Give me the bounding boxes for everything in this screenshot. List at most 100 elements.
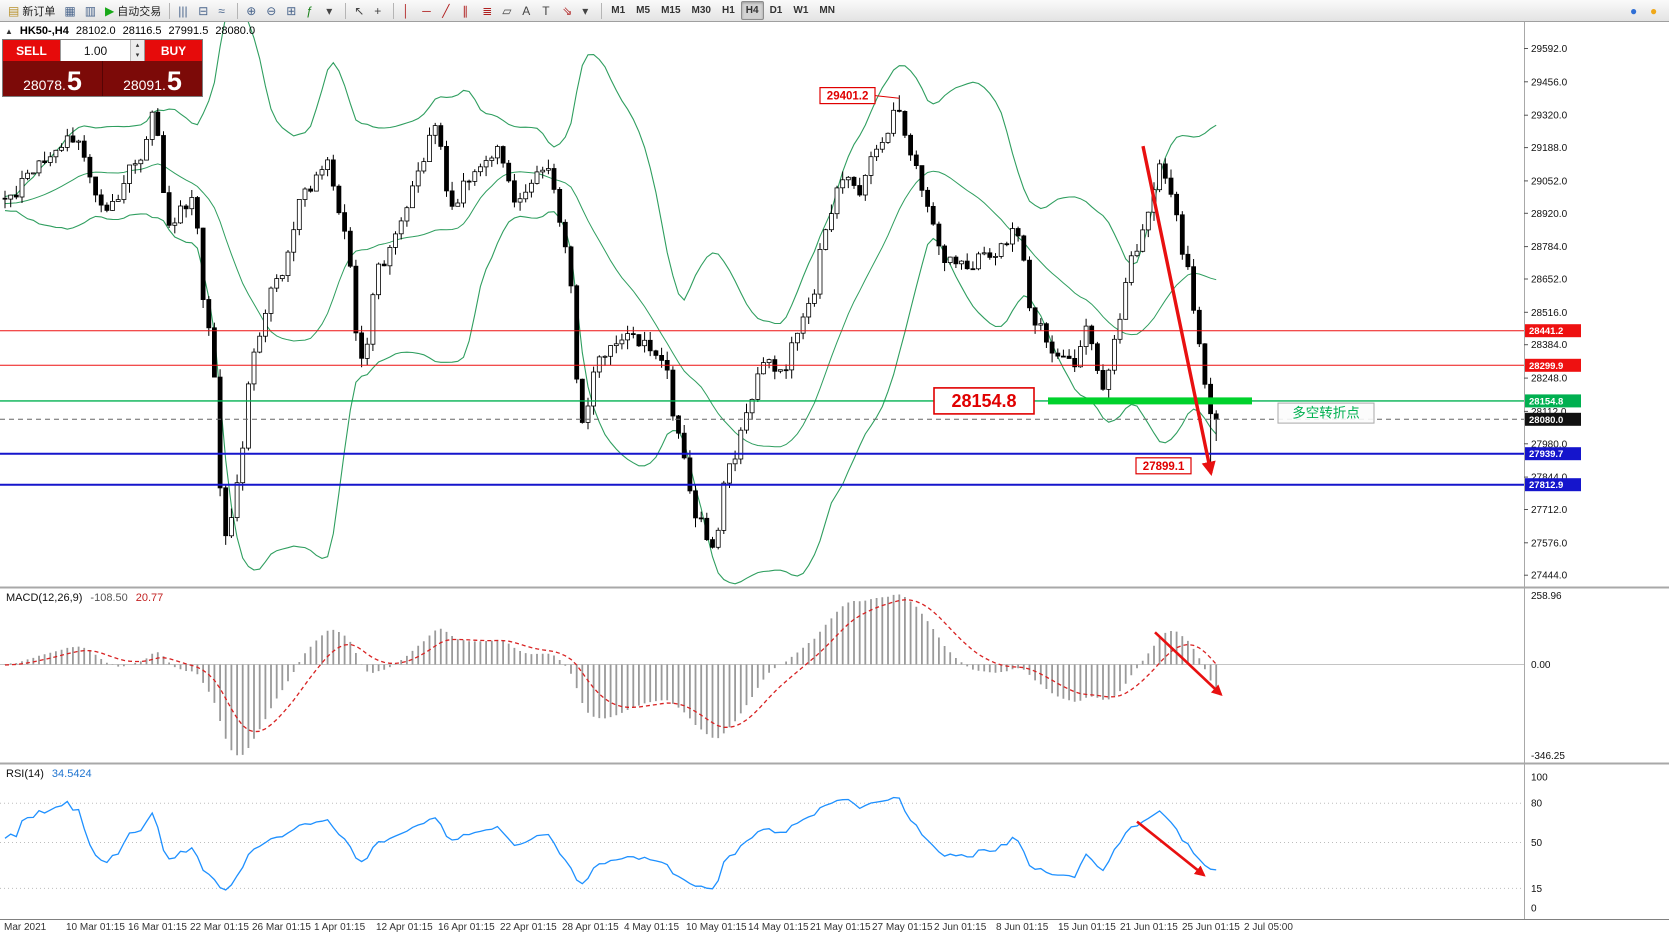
time-label: 1 Apr 01:15 [314, 922, 366, 933]
time-label: 22 Apr 01:15 [500, 922, 557, 933]
new-order-button[interactable]: ▤ 新订单 [4, 1, 59, 20]
status-icon[interactable]: ● [1646, 1, 1665, 20]
macd-axis: 258.96 0.00 -346.25 [1531, 591, 1565, 762]
arrows-tool-icon[interactable]: ⇘ [558, 1, 577, 20]
time-label: 15 Jun 01:15 [1058, 922, 1116, 933]
downtrend-arrow-rsi[interactable] [1136, 820, 1206, 877]
collapse-panel-icon[interactable]: ▲ [5, 26, 13, 36]
autotrading-button[interactable]: ▶ 自动交易 [101, 1, 165, 20]
bar-chart-icon[interactable]: ||| [174, 1, 193, 20]
time-label: 4 May 01:15 [624, 922, 680, 933]
symbol-ohlc-line: ▲ HK50-,H4 28102.0 28116.5 27991.5 28080… [5, 25, 255, 37]
shapes-icon[interactable]: ▱ [498, 1, 517, 20]
time-label: 2 Jun 01:15 [934, 922, 987, 933]
help-icon[interactable]: ● [1626, 1, 1645, 20]
support-price-label[interactable]: 28154.8 [933, 387, 1035, 415]
profiles-icon[interactable]: ▥ [81, 1, 100, 20]
buy-button[interactable]: BUY [145, 40, 202, 61]
chart-window-icon[interactable]: ▦ [60, 1, 79, 20]
time-axis[interactable]: Mar 2021 10 Mar 01:15 16 Mar 01:15 22 Mar 0… [0, 922, 1524, 937]
autotrading-button-glyph: ▶ [105, 3, 115, 18]
cursor-icon[interactable]: ↖ [350, 1, 369, 20]
svg-text:27844.0: 27844.0 [1531, 473, 1568, 484]
time-label: 21 May 01:15 [810, 922, 871, 933]
time-label: 28 Apr 01:15 [562, 922, 619, 933]
macd-label: MACD(12,26,9) -108.50 20.77 [6, 592, 163, 604]
timeframe-h1[interactable]: H1 [717, 1, 740, 20]
fibonacci-icon[interactable]: ≣ [478, 1, 497, 20]
sell-price[interactable]: 28078. 5 [3, 61, 102, 96]
rsi-levels [0, 802, 1524, 889]
trendline-icon[interactable]: ╱ [438, 1, 457, 20]
vertical-line-icon[interactable]: │ [398, 1, 417, 20]
text-icon-glyph: A [522, 3, 531, 18]
low-price-label[interactable]: 27899.1 [1135, 457, 1192, 475]
ohlc-close: 28080.0 [215, 25, 256, 37]
equidistant-channel-icon[interactable]: ∥ [458, 1, 477, 20]
vertical-line-icon-glyph: │ [402, 3, 410, 18]
rsi-line [4, 796, 1217, 891]
toolbar-separator [345, 2, 347, 19]
downtrend-arrow-macd[interactable] [1154, 631, 1223, 696]
text-label-icon-glyph: T [542, 3, 550, 18]
timeframe-m1[interactable]: M1 [606, 1, 630, 20]
timeframe-m30[interactable]: M30 [687, 1, 716, 20]
buy-price[interactable]: 28091. 5 [102, 61, 202, 96]
svg-text:-346.25: -346.25 [1531, 751, 1565, 762]
text-icon[interactable]: A [518, 1, 537, 20]
trendline-icon-glyph: ╱ [442, 3, 450, 18]
new-order-button-glyph: ▤ [8, 3, 20, 18]
tile-windows-icon[interactable]: ⊞ [282, 1, 301, 20]
text-label-icon[interactable]: T [538, 1, 557, 20]
toolbar-separator [601, 2, 603, 19]
svg-text:27980.0: 27980.0 [1531, 439, 1568, 450]
volume-down-button[interactable]: ▾ [131, 50, 144, 61]
buy-price-big: 5 [166, 66, 182, 97]
line-chart-icon[interactable]: ≈ [214, 1, 233, 20]
axis-price-label: 28299.9 [1525, 358, 1581, 372]
timeframe-h1-label: H1 [721, 5, 735, 16]
horizontal-line-icon[interactable]: ─ [418, 1, 437, 20]
turning-point-label[interactable]: 多空转折点 [1277, 402, 1375, 424]
ohlc-high: 28116.5 [122, 25, 162, 37]
svg-text:27812.9: 27812.9 [1529, 480, 1563, 491]
volume-input[interactable] [61, 40, 130, 61]
peak-price-label[interactable]: 29401.2 [819, 86, 876, 105]
axis-price-label: 28154.8 [1525, 394, 1581, 408]
candlestick-chart-icon[interactable]: ⊟ [194, 1, 213, 20]
timeframe-m5-label: M5 [636, 5, 651, 16]
rsi-axis: 100 80 50 15 0 [1531, 773, 1548, 915]
zoom-in-icon[interactable]: ⊕ [242, 1, 261, 20]
indicators-dropdown-icon[interactable]: ▾ [322, 1, 341, 20]
volume-stepper: ▴ ▾ [60, 40, 145, 61]
svg-text:27444.0: 27444.0 [1531, 571, 1568, 582]
downtrend-arrow-price[interactable] [1141, 145, 1216, 476]
time-label: 25 Jun 01:15 [1182, 922, 1240, 933]
timeframe-h4[interactable]: H4 [740, 1, 764, 20]
rsi-label: RSI(14) 34.5424 [6, 768, 92, 780]
svg-text:100: 100 [1531, 773, 1548, 784]
support-zone[interactable] [1048, 397, 1252, 405]
indicators-icon[interactable]: ƒ [302, 1, 321, 20]
timeframe-m5[interactable]: M5 [631, 1, 655, 20]
candlestick-chart-icon-glyph: ⊟ [198, 3, 209, 18]
timeframe-mn[interactable]: MN [814, 1, 840, 20]
ohlc-open: 28102.0 [75, 25, 116, 37]
timeframe-w1[interactable]: W1 [788, 1, 813, 20]
volume-up-button[interactable]: ▴ [131, 40, 144, 51]
timeframe-m15[interactable]: M15 [656, 1, 685, 20]
sell-button[interactable]: SELL [3, 40, 60, 61]
equidistant-channel-icon-glyph: ∥ [462, 3, 469, 18]
crosshair-icon[interactable]: + [370, 1, 389, 20]
indicators-dropdown-icon-glyph: ▾ [326, 3, 333, 18]
horizontal-line-icon-glyph: ─ [422, 3, 431, 18]
timeframe-d1[interactable]: D1 [765, 1, 788, 20]
arrows-dropdown-icon[interactable]: ▾ [578, 1, 597, 20]
macd-signal-value: 20.77 [135, 592, 164, 604]
zoom-out-icon[interactable]: ⊖ [262, 1, 281, 20]
time-label: 16 Apr 01:15 [438, 922, 495, 933]
arrows-tool-icon-glyph: ⇘ [562, 3, 573, 18]
rsi-value: 34.5424 [51, 768, 92, 780]
time-label: 14 May 01:15 [748, 922, 809, 933]
